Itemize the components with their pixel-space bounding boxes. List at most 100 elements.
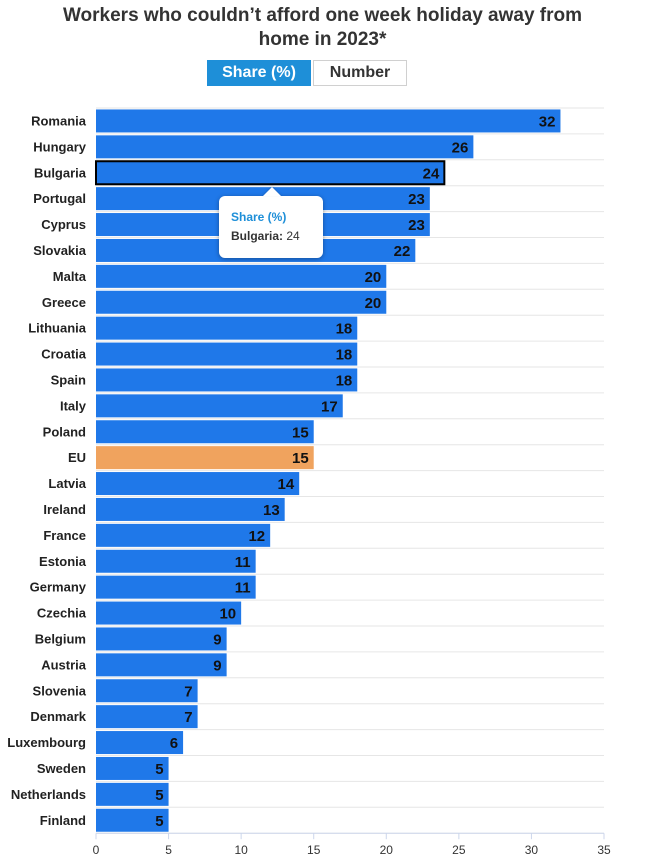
bar-hungary[interactable] [96,135,474,159]
chart-title-line-1: Workers who couldn’t afford one week hol… [62,5,583,26]
x-tick-label: 10 [234,843,248,857]
category-label: Austria [41,657,87,672]
value-label: 9 [213,631,221,648]
bar-belgium[interactable] [96,627,227,651]
x-tick-label: 25 [452,843,466,857]
category-label: Czechia [37,606,87,621]
x-tick-label: 15 [307,843,321,857]
bar-germany[interactable] [96,575,256,599]
value-label: 15 [292,450,309,467]
value-label: 32 [539,113,556,130]
bar-bulgaria[interactable] [95,160,446,186]
category-label: France [43,528,86,543]
category-label: Latvia [48,476,86,491]
chart-tooltip: Share (%) Bulgaria: 24 [219,196,323,258]
value-label: 20 [365,269,382,286]
value-label: 13 [263,502,280,519]
bar-netherlands[interactable] [96,782,169,806]
x-tick-label: 30 [525,843,539,857]
category-label: EU [68,450,86,465]
category-label: Romania [31,113,87,128]
category-label: Germany [30,580,87,595]
category-label: Spain [51,372,86,387]
category-label: Croatia [41,347,87,362]
value-label: 5 [155,813,163,830]
category-label: Malta [53,269,87,284]
bar-greece[interactable] [96,290,387,314]
bar-estonia[interactable] [96,549,256,573]
bar-luxembourg[interactable] [96,731,184,755]
value-label: 14 [278,476,295,493]
category-label: Finland [40,813,86,828]
category-label: Netherlands [11,787,86,802]
bar-sweden[interactable] [96,756,169,780]
value-label: 24 [423,165,440,182]
bar-czechia[interactable] [96,601,242,625]
category-label: Estonia [39,554,87,569]
category-label: Ireland [43,502,86,517]
bar-poland[interactable] [96,420,314,444]
x-tick-label: 5 [165,843,172,857]
bar-romania[interactable] [96,109,561,133]
value-label: 11 [235,554,251,571]
category-label: Sweden [37,761,86,776]
value-label: 11 [235,580,251,597]
category-label: Bulgaria [34,165,87,180]
x-tick-label: 20 [380,843,394,857]
category-label: Slovenia [33,683,87,698]
value-label: 18 [336,372,353,389]
bar-italy[interactable] [96,394,343,418]
value-label: 6 [170,735,178,752]
tooltip-row: Bulgaria: 24 [231,229,300,243]
category-label: Slovakia [33,243,87,258]
value-label: 22 [394,243,411,260]
bar-ireland[interactable] [96,497,285,521]
category-label: Greece [42,295,86,310]
bar-latvia[interactable] [96,472,300,496]
value-label: 26 [452,139,469,156]
tooltip-category: Bulgaria: [231,229,284,243]
category-label: Italy [60,398,87,413]
value-label: 18 [336,321,353,338]
category-label: Portugal [33,191,86,206]
bar-france[interactable] [96,523,271,547]
x-tick-label: 0 [93,843,100,857]
category-label: Poland [43,424,86,439]
value-label: 18 [336,347,353,364]
value-label: 15 [292,424,309,441]
value-label: 23 [408,191,425,208]
category-label: Hungary [33,139,87,154]
bar-croatia[interactable] [96,342,358,366]
value-label: 7 [184,709,192,726]
bar-lithuania[interactable] [96,316,358,340]
tooltip-value: 24 [286,229,300,243]
value-label: 5 [155,761,163,778]
tooltip-series-name: Share (%) [231,210,287,224]
x-tick-label: 35 [597,843,611,857]
bar-austria[interactable] [96,653,227,677]
chart-title-line-2: home in 2023* [258,29,387,50]
chart-title: Workers who couldn’t afford one week hol… [0,4,645,52]
share-percent-button[interactable]: Share (%) [207,60,311,86]
value-label: 20 [365,295,382,312]
number-button[interactable]: Number [313,60,407,86]
value-label: 7 [184,683,192,700]
category-label: Denmark [30,709,86,724]
bar-denmark[interactable] [96,705,198,729]
bar-spain[interactable] [96,368,358,392]
bar-eu[interactable] [96,446,314,470]
metric-toggle: Share (%) Number [207,60,409,86]
category-label: Cyprus [41,217,86,232]
value-label: 23 [408,217,425,234]
bar-finland[interactable] [96,808,169,832]
category-label: Lithuania [28,321,87,336]
value-label: 12 [248,528,265,545]
value-label: 5 [155,787,163,804]
category-label: Belgium [35,631,86,646]
category-label: Luxembourg [7,735,86,750]
value-label: 17 [321,398,338,415]
bar-malta[interactable] [96,264,387,288]
bar-slovenia[interactable] [96,679,198,703]
value-label: 9 [213,657,221,674]
